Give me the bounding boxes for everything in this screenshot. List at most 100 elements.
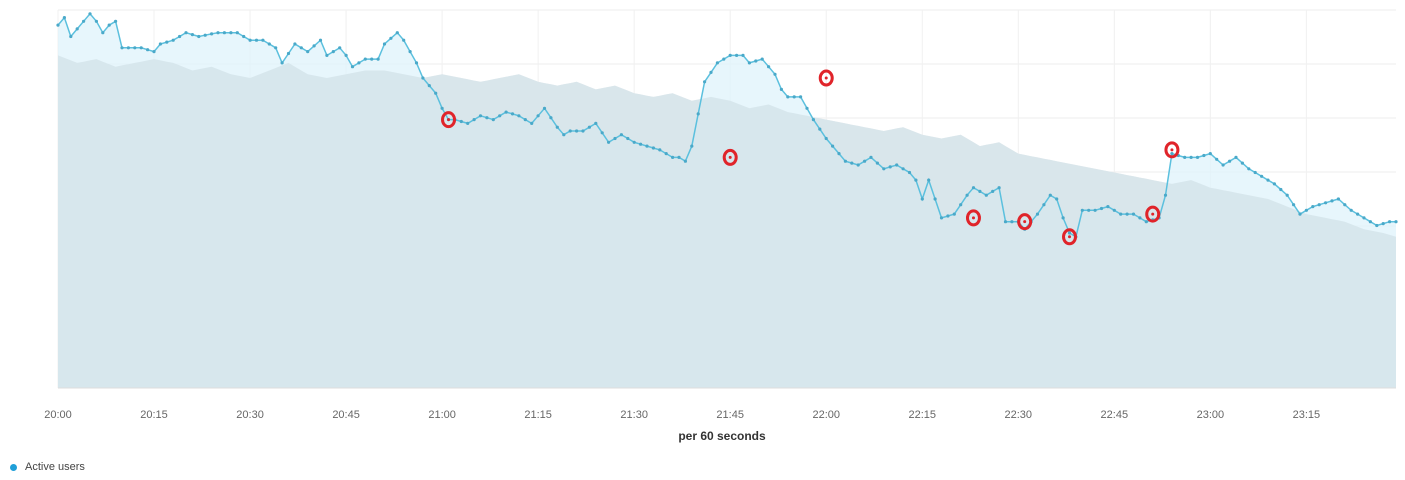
data-point bbox=[575, 129, 579, 133]
data-point bbox=[991, 189, 995, 193]
data-point bbox=[703, 80, 707, 84]
data-point bbox=[350, 65, 355, 69]
data-point bbox=[395, 31, 399, 35]
data-point bbox=[1381, 222, 1385, 226]
data-point bbox=[82, 19, 86, 23]
data-point bbox=[1202, 153, 1206, 158]
data-point bbox=[1324, 201, 1328, 205]
data-point bbox=[779, 87, 784, 91]
data-point bbox=[478, 114, 483, 118]
data-point bbox=[1208, 152, 1212, 156]
data-point bbox=[1131, 212, 1136, 216]
data-point bbox=[325, 53, 329, 58]
data-point bbox=[190, 33, 194, 37]
data-point bbox=[1183, 155, 1187, 159]
data-point bbox=[613, 136, 617, 141]
data-point bbox=[824, 136, 828, 141]
data-point bbox=[869, 155, 873, 159]
x-tick-label: 20:30 bbox=[236, 409, 264, 421]
data-point bbox=[75, 27, 79, 31]
data-point bbox=[1055, 197, 1059, 201]
data-point bbox=[338, 46, 342, 50]
data-point bbox=[741, 53, 745, 58]
data-point bbox=[683, 159, 688, 163]
legend-dot-icon bbox=[10, 463, 17, 471]
data-point bbox=[370, 57, 374, 61]
data-point bbox=[1279, 187, 1283, 192]
data-point bbox=[1099, 206, 1104, 211]
data-point bbox=[427, 84, 431, 88]
data-point bbox=[1061, 216, 1065, 220]
data-point bbox=[1375, 223, 1379, 228]
data-point bbox=[818, 127, 822, 131]
data-point bbox=[709, 70, 713, 74]
data-point bbox=[376, 57, 380, 61]
data-point bbox=[1010, 220, 1014, 224]
data-point bbox=[542, 106, 547, 110]
data-point bbox=[971, 186, 976, 190]
data-point bbox=[1234, 155, 1238, 159]
data-point bbox=[1368, 220, 1372, 224]
data-point bbox=[1330, 199, 1334, 203]
data-point bbox=[382, 42, 387, 46]
data-point bbox=[1317, 203, 1321, 207]
annotation-marker-dot bbox=[447, 118, 451, 122]
x-tick-label: 20:15 bbox=[140, 409, 168, 421]
annotation-circle-marker bbox=[722, 148, 738, 166]
data-point bbox=[1362, 216, 1366, 220]
data-point bbox=[421, 76, 425, 80]
data-point bbox=[811, 118, 816, 122]
data-point bbox=[536, 114, 540, 118]
x-tick-label: 23:15 bbox=[1293, 409, 1321, 421]
data-point bbox=[267, 42, 271, 46]
data-point bbox=[1112, 208, 1116, 212]
annotation-circle-marker bbox=[1145, 205, 1161, 223]
data-point bbox=[152, 50, 156, 54]
overlap-area bbox=[58, 55, 1396, 389]
data-point bbox=[235, 31, 239, 35]
data-point bbox=[799, 95, 803, 99]
data-point bbox=[901, 167, 905, 171]
x-tick-label: 22:00 bbox=[812, 409, 840, 421]
data-point bbox=[754, 59, 758, 63]
data-point bbox=[62, 16, 66, 20]
data-point bbox=[696, 112, 700, 116]
data-point bbox=[210, 32, 214, 36]
data-point bbox=[242, 34, 246, 39]
data-point bbox=[715, 61, 720, 65]
data-point bbox=[1228, 159, 1232, 163]
data-point bbox=[216, 31, 220, 35]
data-point bbox=[882, 167, 886, 171]
data-point bbox=[1336, 197, 1340, 201]
data-point bbox=[165, 40, 169, 44]
data-point bbox=[850, 161, 854, 165]
data-point bbox=[293, 42, 297, 46]
x-axis-title: per 60 seconds bbox=[678, 429, 766, 443]
data-point bbox=[1170, 152, 1174, 156]
data-point bbox=[440, 106, 444, 110]
data-point bbox=[690, 144, 694, 148]
data-point bbox=[626, 136, 630, 141]
data-point bbox=[952, 212, 956, 216]
annotation-circle-marker bbox=[441, 111, 457, 129]
data-point bbox=[306, 50, 310, 54]
data-point bbox=[1304, 208, 1308, 212]
data-point bbox=[607, 140, 611, 144]
data-point bbox=[261, 38, 265, 42]
data-point bbox=[587, 125, 592, 129]
data-point bbox=[408, 50, 412, 54]
x-tick-label: 22:15 bbox=[908, 409, 936, 421]
annotation-marker-dot bbox=[1023, 220, 1027, 224]
x-tick-label: 21:00 bbox=[428, 409, 456, 421]
data-point bbox=[107, 23, 111, 27]
data-point bbox=[645, 144, 649, 148]
legend[interactable]: Active users bbox=[10, 460, 85, 474]
data-point bbox=[792, 95, 796, 99]
data-point bbox=[101, 31, 105, 35]
data-point bbox=[344, 53, 348, 58]
data-point bbox=[1394, 220, 1398, 224]
data-point bbox=[1163, 193, 1168, 197]
data-point bbox=[895, 163, 899, 167]
data-point bbox=[805, 106, 809, 110]
data-point bbox=[984, 193, 988, 197]
